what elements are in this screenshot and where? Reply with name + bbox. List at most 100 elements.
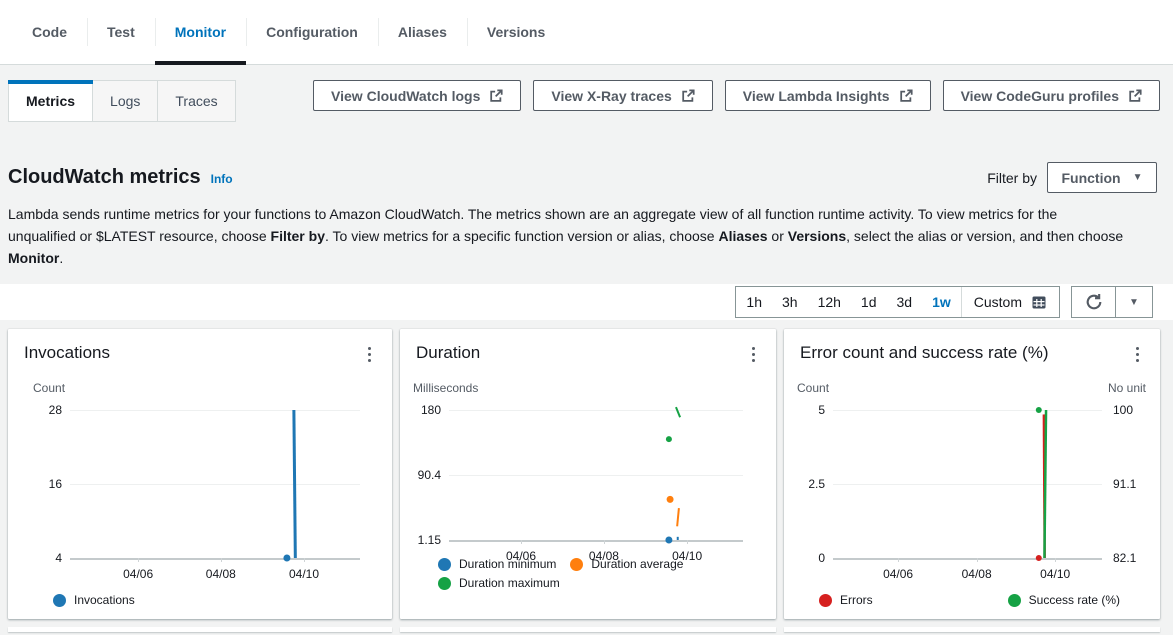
filter-by-dropdown[interactable]: Function ▼ [1047,162,1157,193]
legend-color-dot [570,558,583,571]
x-tick-label: 04/08 [962,567,992,581]
custom-label: Custom [974,294,1022,310]
external-link-icon [489,89,503,103]
external-link-icon [1128,89,1142,103]
button-label: View CodeGuru profiles [961,88,1119,104]
x-axis-baseline [449,540,743,542]
tab-monitor[interactable]: Monitor [155,0,246,64]
time-range-1h[interactable]: 1h [736,287,772,317]
legend-color-dot [53,594,66,607]
chart-title: Invocations [24,343,110,363]
time-range-3h[interactable]: 3h [772,287,808,317]
next-charts-row-peek [0,619,1173,632]
next-row-card-peek [784,627,1160,632]
x-tick-label: 04/06 [883,567,913,581]
chart-card-invocations: Invocations Count 28164 04/0604/0804/10 … [8,329,392,619]
monitor-toolbar: MetricsLogsTraces View CloudWatch logs Vi… [0,65,1173,122]
next-row-card-peek [400,627,776,632]
tab-test[interactable]: Test [87,0,155,64]
chart-menu-kebab-icon[interactable] [742,343,764,365]
x-tick-mark [521,540,522,544]
chevron-down-icon: ▼ [1129,297,1139,308]
filter-by-label: Filter by [987,170,1037,186]
x-tick-mark [221,558,222,562]
subtab-metrics[interactable]: Metrics [9,81,93,121]
chart-title: Error count and success rate (%) [800,343,1048,363]
x-tick-mark [898,558,899,562]
legend-item-errors[interactable]: Errors [819,593,873,607]
x-axis-baseline [833,558,1102,560]
external-link-icon [899,89,913,103]
y-tick-label: 1.15 [418,533,441,547]
y-tick-label: 4 [55,551,62,565]
subtab-traces[interactable]: Traces [158,81,234,121]
legend-color-dot [438,577,451,590]
view-x-ray-traces-button[interactable]: View X-Ray traces [533,80,712,111]
legend-color-dot [438,558,451,571]
data-series-line [1044,410,1046,558]
x-tick-mark [687,540,688,544]
data-point [665,537,672,544]
y-axis-unit-right: No unit [1108,381,1146,395]
y-tick-label-right: 100 [1113,403,1133,417]
time-range-3d[interactable]: 3d [887,287,923,317]
refresh-icon [1085,293,1103,311]
legend-item-duration-minimum[interactable]: Duration minimum [438,557,556,571]
y-tick-label: 0 [818,551,825,565]
data-series-line [294,410,295,558]
calendar-icon [1031,294,1047,310]
view-lambda-insights-button[interactable]: View Lambda Insights [725,80,931,111]
data-point [666,436,672,442]
legend-item-invocations[interactable]: Invocations [53,593,135,607]
refresh-options-button[interactable]: ▼ [1115,287,1152,317]
refresh-button[interactable] [1072,287,1115,317]
x-tick-label: 04/10 [672,549,702,563]
chart-menu-kebab-icon[interactable] [1126,343,1148,365]
y-axis-unit: Count [33,381,65,395]
tab-aliases[interactable]: Aliases [378,0,467,64]
chart-card-duration: Duration Milliseconds 18090.41.15 04/060… [400,329,776,619]
y-tick-label: 180 [421,403,441,417]
refresh-controls: ▼ [1071,286,1153,318]
tab-versions[interactable]: Versions [467,0,565,64]
chart-menu-kebab-icon[interactable] [358,343,380,365]
x-axis-baseline [70,558,360,560]
time-range-custom[interactable]: Custom [962,287,1059,317]
legend-label: Invocations [74,593,135,607]
view-cloudwatch-logs-button[interactable]: View CloudWatch logs [313,80,521,111]
y-tick-label: 90.4 [418,468,441,482]
function-tab-bar: CodeTestMonitorConfigurationAliasesVersi… [0,0,1173,65]
page-title: CloudWatch metrics [8,166,201,189]
data-point [667,496,674,503]
x-tick-label: 04/06 [123,567,153,581]
tab-configuration[interactable]: Configuration [246,0,378,64]
y-tick-label-right: 91.1 [1113,477,1136,491]
legend-label: Success rate (%) [1029,593,1120,607]
button-label: View CloudWatch logs [331,88,480,104]
legend-item-duration-maximum[interactable]: Duration maximum [438,576,560,590]
subtab-logs[interactable]: Logs [93,81,158,121]
tab-code[interactable]: Code [12,0,87,64]
filter-by-value: Function [1061,170,1120,186]
y-tick-label: 5 [818,403,825,417]
view-codeguru-profiles-button[interactable]: View CodeGuru profiles [943,80,1160,111]
x-tick-mark [977,558,978,562]
y-axis-ticks-left: 52.50 [800,410,833,558]
y-tick-label: 28 [49,403,62,417]
metrics-description: Lambda sends runtime metrics for your fu… [0,193,1140,269]
time-range-12h[interactable]: 12h [808,287,851,317]
chart-legend: Invocations [53,593,392,612]
x-tick-label: 04/08 [589,549,619,563]
time-range-bar: 1h3h12h1d3d1w Custom ▼ [0,284,1173,320]
info-link[interactable]: Info [211,172,233,186]
plot-area: 04/0604/0804/10 [70,410,360,558]
x-tick-mark [604,540,605,544]
time-range-1d[interactable]: 1d [851,287,887,317]
legend-color-dot [1008,594,1021,607]
legend-item-duration-average[interactable]: Duration average [570,557,683,571]
button-label: View Lambda Insights [743,88,890,104]
chevron-down-icon: ▼ [1133,172,1143,183]
time-range-1w[interactable]: 1w [922,287,961,317]
metrics-header-row: CloudWatch metrics Info Filter by Functi… [0,122,1173,193]
legend-item-success-rate[interactable]: Success rate (%) [1008,593,1120,607]
